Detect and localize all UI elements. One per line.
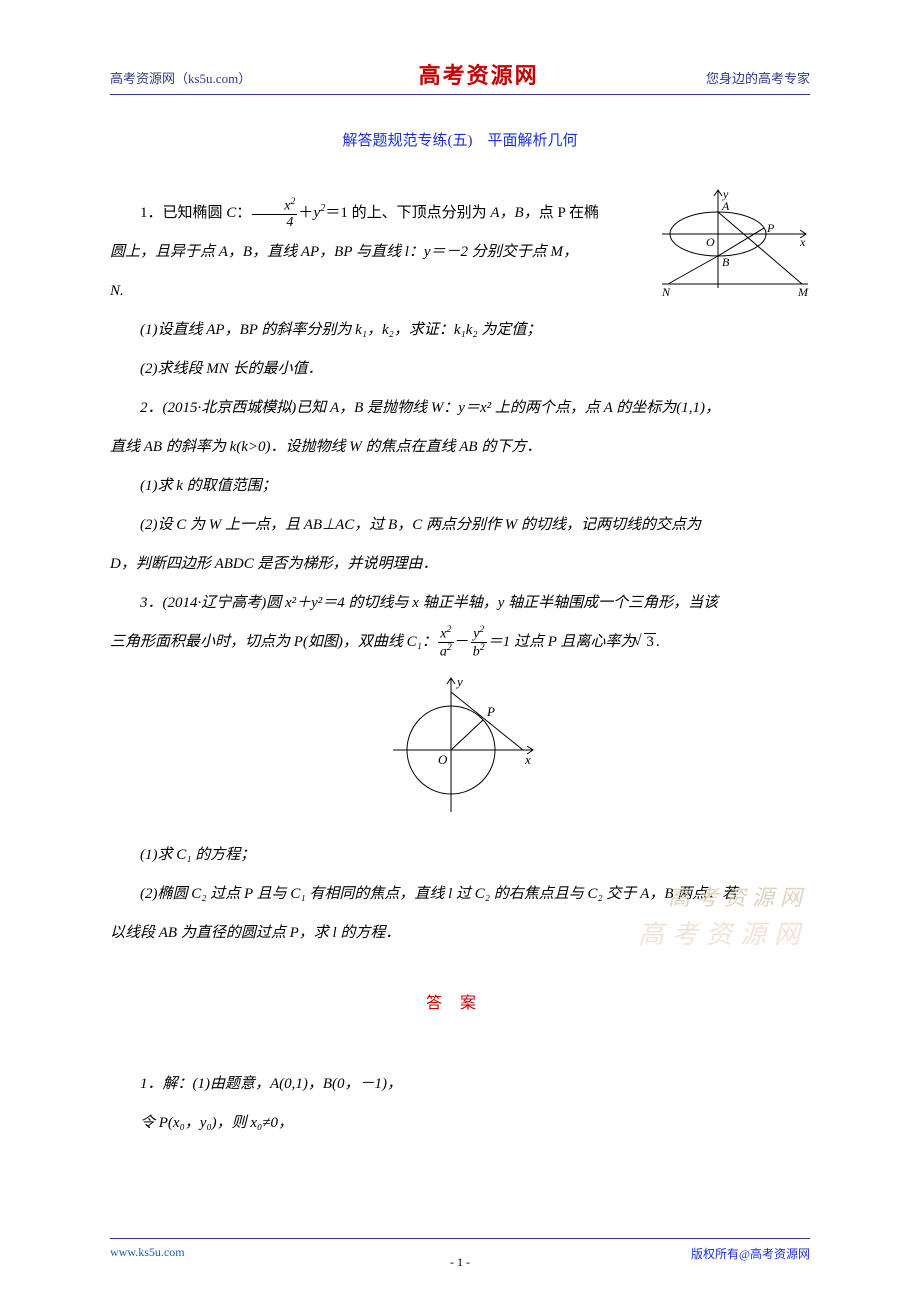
p1-l2: 圆上，且异于点 A，B，直线 AP，BP 与直线 l：y＝－2 分别交于点 M， xyxy=(110,244,578,260)
p3-f2d: b xyxy=(473,645,480,660)
p3-frac2: y2b2 xyxy=(471,625,487,660)
header-center-logo: 高考资源网 xyxy=(419,58,539,90)
p3-eq: ＝1 过点 P 且离心率为 xyxy=(488,634,636,650)
p3-minus: － xyxy=(455,634,470,650)
footer-page-number: - 1 - xyxy=(450,1255,470,1270)
document-body: y x O A B P N M 1．已知椭圆 C：x24＋y2＝1 的上、下顶点… xyxy=(110,194,810,1143)
p1-frac-den: 4 xyxy=(252,215,297,230)
label-y2: y xyxy=(455,674,463,689)
p2-line1: 2．(2015·北京西城模拟)已知 A，B 是抛物线 W：y＝x² 上的两个点，… xyxy=(110,389,810,428)
p3-sqrt-val: 3 xyxy=(644,633,656,650)
header-right: 您身边的高考专家 xyxy=(706,68,810,87)
p1-eq: ＝1 的上、下顶点分别为 xyxy=(325,205,490,221)
p2-q2a: (2)设 C 为 W 上一点，且 AB⊥AC，过 B，C 两点分别作 W 的切线… xyxy=(110,506,810,545)
p1-ptext: 点 P 在椭 xyxy=(539,205,599,221)
label-O2: O xyxy=(438,752,448,767)
p3-q2a: (2)椭圆 C₂ 过点 P 且与 C₁ 有相同的焦点，直线 l 过 C₂ 的右焦… xyxy=(110,875,810,914)
p1-line2: 圆上，且异于点 A，B，直线 AP，BP 与直线 l：y＝－2 分别交于点 M， xyxy=(110,233,810,272)
p3-q2b: 以线段 AB 为直径的圆过点 P，求 l 的方程． xyxy=(110,914,810,953)
figure-circle: y x O P xyxy=(375,672,545,822)
header-left: 高考资源网（ks5u.com） xyxy=(110,68,251,87)
p3-frac1: x2a2 xyxy=(438,625,454,660)
a1-l2: 令 P(x₀，y₀)，则 x₀≠0， xyxy=(110,1104,810,1143)
p3-f1d: a xyxy=(440,645,447,660)
p1-ab: A，B， xyxy=(490,205,538,221)
page-header: 高考资源网（ks5u.com） 高考资源网 您身边的高考专家 xyxy=(110,58,810,95)
p3-end: . xyxy=(656,634,660,650)
p1-pre: 1．已知椭圆 xyxy=(140,205,226,221)
p1-frac: x24 xyxy=(252,197,297,230)
footer-right: 版权所有@高考资源网 xyxy=(691,1245,810,1262)
p3-line2: 三角形面积最小时，切点为 P(如图)，双曲线 C₁：x2a2－y2b2＝1 过点… xyxy=(110,623,810,662)
p1-plus: ＋ xyxy=(298,205,313,221)
p2-q1: (1)求 k 的取值范围； xyxy=(110,467,810,506)
p3-line1: 3．(2014·辽宁高考)圆 x²＋y²＝4 的切线与 x 轴正半轴，y 轴正半… xyxy=(110,584,810,623)
p3-pre: 三角形面积最小时，切点为 P(如图)，双曲线 C₁： xyxy=(110,634,437,650)
p2-line2: 直线 AB 的斜率为 k(k>0)．设抛物线 W 的焦点在直线 AB 的下方． xyxy=(110,428,810,467)
p1-q2: (2)求线段 MN 长的最小值． xyxy=(110,350,810,389)
p3-q1: (1)求 C₁ 的方程； xyxy=(110,836,810,875)
p2-q2b: D，判断四边形 ABDC 是否为梯形，并说明理由． xyxy=(110,545,810,584)
footer-left: www.ks5u.com xyxy=(110,1245,185,1262)
p1-q1: (1)设直线 AP，BP 的斜率分别为 k₁，k₂，求证：k₁k₂ 为定值； xyxy=(110,311,810,350)
p1-line1: 1．已知椭圆 C：x24＋y2＝1 的上、下顶点分别为 A，B，点 P 在椭 xyxy=(110,194,810,233)
p1-C: C xyxy=(226,205,236,221)
p1-colon: ： xyxy=(236,205,251,221)
a1-l1: 1．解：(1)由题意，A(0,1)，B(0，－1)， xyxy=(110,1065,810,1104)
p1-line3: N. xyxy=(110,272,810,311)
answers-heading: 答案 xyxy=(110,983,810,1025)
document-title: 解答题规范专练(五) 平面解析几何 xyxy=(110,129,810,150)
p3-sqrt: 3 xyxy=(635,623,656,662)
label-P2: P xyxy=(486,704,495,719)
page-footer: www.ks5u.com - 1 - 版权所有@高考资源网 xyxy=(110,1238,810,1262)
label-x2: x xyxy=(524,752,531,767)
